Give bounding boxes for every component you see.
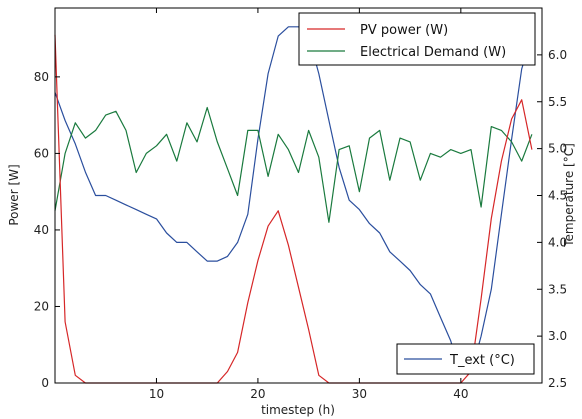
plot-area (55, 8, 542, 383)
x-tick-label-20: 20 (250, 387, 265, 401)
x-tick-label-30: 30 (352, 387, 367, 401)
x-tick-label-10: 10 (149, 387, 164, 401)
y-tick-label-40: 40 (34, 223, 49, 237)
x-axis-title: timestep (h) (261, 403, 335, 417)
series-line-electrical-demand-w (54, 106, 533, 223)
legend-label-electrical-demand: Electrical Demand (W) (360, 45, 506, 60)
legend-bottom-box (396, 343, 535, 375)
y2-tick-label-3: 4.0 (548, 235, 567, 249)
axes-layer: 10 20 30 40 0 20 40 60 80 2.5 3.0 3.5 4.0 4.5 5.0 5.5 6.… (34, 8, 567, 401)
y2-tick-label-1: 3.0 (548, 329, 567, 343)
legend-top: PV power (W) Electrical Demand (W) (298, 12, 536, 66)
legend-label-pv-power: PV power (W) (360, 23, 448, 38)
y2-axis-title: Temperature [°C] (562, 143, 576, 248)
y2-tick-label-6: 5.5 (548, 95, 567, 109)
y-tick-label-0: 0 (41, 376, 49, 390)
plot-frame (54, 7, 543, 384)
legend-bottom: T_ext (°C) (396, 343, 535, 375)
y-tick-label-20: 20 (34, 299, 49, 313)
y-axis-title: Power [W] (7, 164, 21, 225)
y2-tick-label-7: 6.0 (548, 48, 567, 62)
x-tick-label-40: 40 (453, 387, 468, 401)
legend-top-box (298, 12, 536, 66)
legend-label-t-ext: T_ext (°C) (449, 353, 515, 368)
y2-tick-label-0: 2.5 (548, 376, 567, 390)
y2-tick-label-2: 3.5 (548, 282, 567, 296)
y-tick-label-80: 80 (34, 70, 49, 84)
y-tick-label-60: 60 (34, 146, 49, 160)
y2-tick-label-5: 5.0 (548, 142, 567, 156)
y2-tick-label-4: 4.5 (548, 189, 567, 203)
